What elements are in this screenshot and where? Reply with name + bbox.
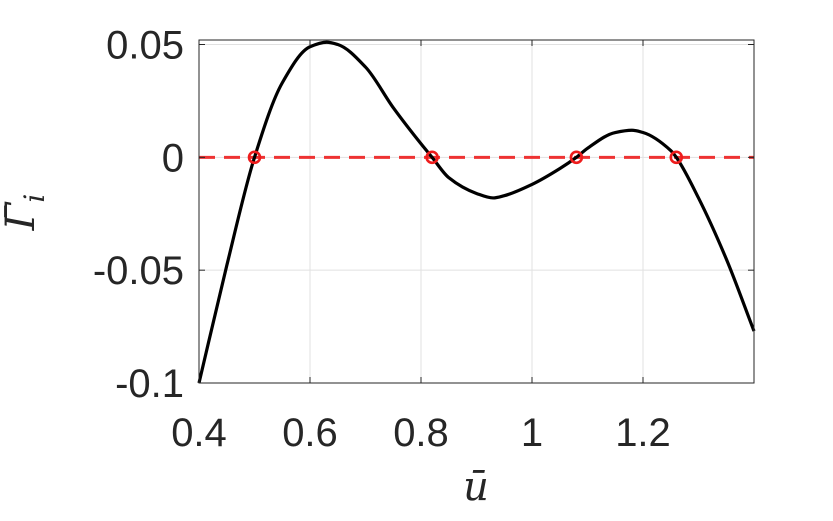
y-tick-label: 0.05	[106, 24, 184, 68]
x-tick-label: 0.4	[171, 411, 227, 455]
y-tick-label: 0	[162, 136, 184, 180]
y-axis-label-main: Γ̄	[0, 201, 44, 231]
y-tick-label: -0.05	[93, 249, 184, 293]
series-layer	[197, 40, 756, 384]
plot-background	[199, 40, 754, 383]
root-marker	[569, 150, 584, 165]
x-axis-label: ū	[463, 464, 489, 510]
root-marker	[669, 150, 684, 165]
y-tick-label: -0.1	[115, 362, 184, 406]
tick-labels: 0.4 0.6 0.8 1 1.2 -0.1 -0.05 0 0.05	[93, 24, 671, 455]
y-axis-label-text: Γ̄i	[0, 194, 51, 232]
x-tick-label: 0.8	[393, 411, 449, 455]
x-tick-label: 1	[521, 411, 543, 455]
x-tick-label: 1.2	[615, 411, 671, 455]
root-marker	[425, 150, 439, 165]
y-axis-label-sub: i	[18, 194, 51, 203]
x-tick-label: 0.6	[282, 411, 338, 455]
plot-frame	[198, 39, 755, 384]
root-marker	[247, 150, 262, 165]
y-axis-label: Γ̄i	[0, 194, 51, 232]
series-line	[197, 40, 756, 384]
tick-marks	[198, 40, 754, 384]
marker-layer	[247, 150, 684, 165]
